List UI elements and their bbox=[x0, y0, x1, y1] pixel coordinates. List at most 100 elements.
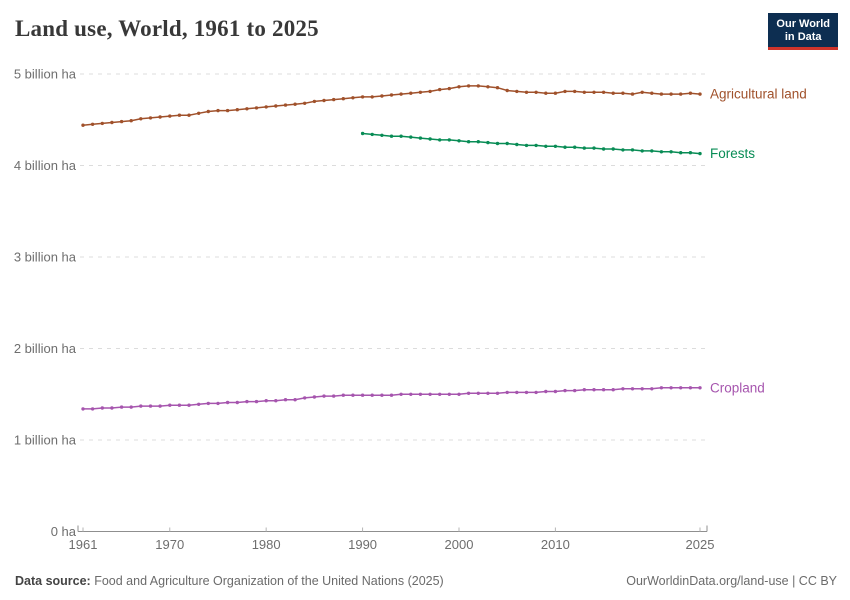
data-point bbox=[592, 90, 596, 95]
data-point bbox=[139, 117, 143, 121]
data-point bbox=[582, 388, 586, 392]
data-point bbox=[698, 151, 702, 156]
data-point bbox=[389, 134, 394, 138]
data-point bbox=[466, 140, 471, 144]
data-point bbox=[659, 386, 664, 390]
data-point bbox=[486, 140, 490, 145]
attribution-link[interactable]: OurWorldinData.org/land-use | CC BY bbox=[626, 574, 837, 588]
series-label-agricultural-land[interactable]: Agricultural land bbox=[710, 87, 807, 102]
series-line-forests[interactable] bbox=[362, 132, 701, 155]
data-point bbox=[466, 391, 471, 395]
series-forests[interactable]: Forests bbox=[360, 131, 755, 161]
data-point bbox=[206, 401, 210, 406]
x-axis-tick-label: 1970 bbox=[155, 537, 184, 552]
data-point bbox=[688, 151, 693, 155]
y-axis-tick-label: 3 billion ha bbox=[14, 250, 77, 265]
data-point bbox=[418, 136, 423, 140]
data-point bbox=[90, 407, 95, 411]
data-point bbox=[360, 95, 365, 99]
data-point bbox=[428, 89, 432, 94]
data-point bbox=[360, 131, 365, 136]
y-axis-tick-label: 0 ha bbox=[51, 524, 77, 539]
data-point bbox=[293, 102, 297, 106]
data-point bbox=[524, 90, 529, 95]
data-point bbox=[466, 84, 471, 88]
data-point bbox=[544, 91, 548, 95]
data-point bbox=[563, 89, 567, 94]
data-point bbox=[418, 392, 423, 396]
data-point bbox=[197, 402, 201, 406]
data-point bbox=[158, 115, 162, 119]
data-point bbox=[100, 121, 105, 126]
data-point bbox=[534, 90, 538, 95]
data-point bbox=[457, 392, 461, 396]
series-label-forests[interactable]: Forests bbox=[710, 146, 755, 161]
series-cropland[interactable]: Cropland bbox=[81, 380, 765, 411]
data-point bbox=[322, 98, 326, 103]
data-point bbox=[524, 143, 529, 148]
x-axis-tick-label: 2000 bbox=[445, 537, 474, 552]
data-point bbox=[312, 99, 317, 104]
data-point bbox=[341, 393, 345, 397]
data-point bbox=[447, 86, 451, 91]
data-point bbox=[582, 90, 586, 95]
data-point bbox=[235, 400, 239, 405]
series-line-agricultural-land[interactable] bbox=[82, 85, 701, 126]
data-point bbox=[553, 91, 558, 95]
y-axis-tick-label: 5 billion ha bbox=[14, 67, 77, 82]
series-agricultural-land[interactable]: Agricultural land bbox=[81, 84, 807, 127]
data-point bbox=[476, 84, 480, 88]
data-point bbox=[679, 386, 683, 390]
chart-footer: Data source: Food and Agriculture Organi… bbox=[0, 568, 850, 600]
data-point bbox=[303, 101, 307, 106]
data-point bbox=[341, 97, 345, 101]
data-point bbox=[332, 97, 336, 102]
data-point bbox=[476, 140, 480, 144]
data-source-label: Data source: bbox=[15, 574, 91, 588]
data-point bbox=[534, 143, 538, 148]
x-axis-tick-label: 2025 bbox=[686, 537, 715, 552]
series-label-cropland[interactable]: Cropland bbox=[710, 380, 765, 395]
data-point bbox=[447, 392, 451, 396]
data-point bbox=[110, 120, 114, 125]
data-point bbox=[148, 116, 153, 120]
data-point bbox=[322, 394, 326, 398]
data-point bbox=[611, 388, 615, 392]
data-point bbox=[601, 147, 606, 151]
data-point bbox=[389, 93, 394, 97]
data-point bbox=[139, 404, 143, 408]
data-point bbox=[669, 92, 673, 96]
data-point bbox=[476, 391, 480, 395]
data-point bbox=[409, 392, 413, 396]
data-point bbox=[544, 389, 548, 394]
data-point bbox=[177, 403, 182, 407]
data-point bbox=[264, 399, 268, 403]
data-point bbox=[505, 141, 509, 146]
data-point bbox=[659, 150, 664, 154]
data-point bbox=[351, 96, 355, 100]
data-point bbox=[495, 391, 500, 395]
data-point bbox=[630, 92, 635, 96]
data-point bbox=[312, 395, 317, 399]
data-point bbox=[332, 394, 336, 398]
data-point bbox=[283, 398, 288, 402]
data-point bbox=[399, 392, 403, 396]
data-point bbox=[630, 387, 635, 391]
data-point bbox=[428, 392, 432, 396]
x-axis-tick-label: 1980 bbox=[252, 537, 281, 552]
data-point bbox=[640, 387, 644, 391]
data-point bbox=[264, 105, 268, 109]
data-point bbox=[688, 91, 693, 95]
data-point bbox=[254, 399, 259, 404]
owid-logo[interactable]: Our World in Data bbox=[768, 13, 838, 50]
data-point bbox=[495, 141, 500, 146]
data-point bbox=[650, 387, 654, 391]
data-point bbox=[418, 90, 423, 95]
data-point bbox=[274, 399, 278, 403]
x-axis-tick-label: 1990 bbox=[348, 537, 377, 552]
data-point bbox=[119, 405, 124, 409]
series-line-cropland[interactable] bbox=[83, 387, 700, 410]
data-point bbox=[283, 103, 288, 107]
data-point bbox=[370, 95, 374, 99]
